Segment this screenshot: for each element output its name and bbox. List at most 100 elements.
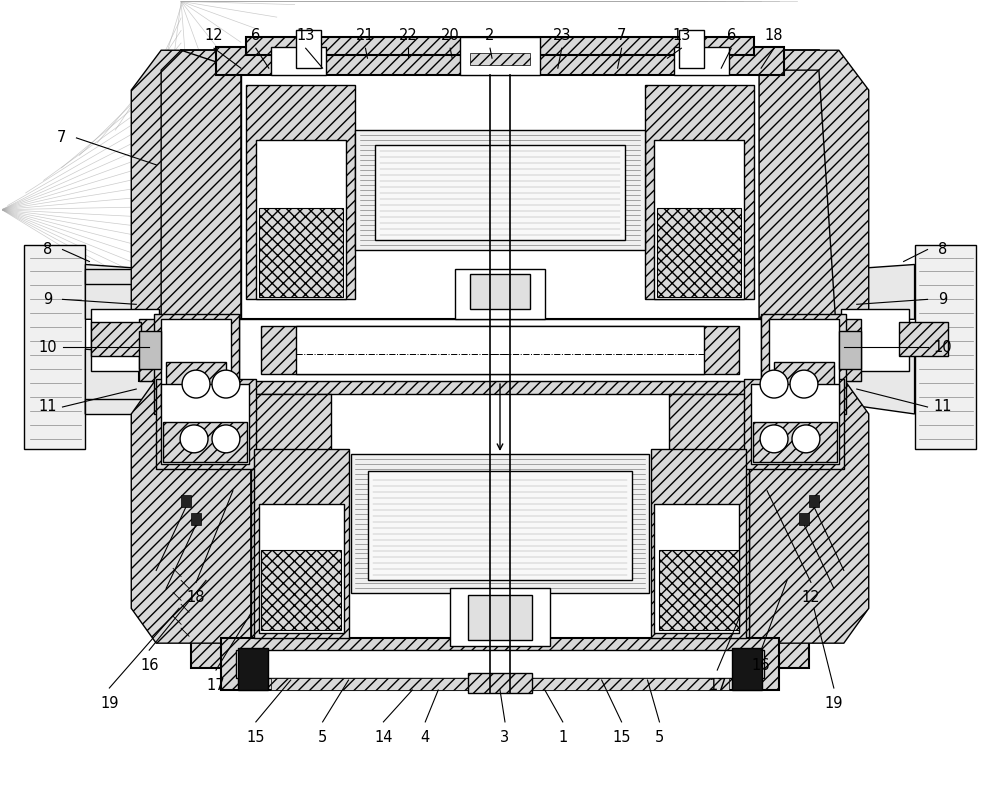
Polygon shape <box>844 349 915 414</box>
Bar <box>375 145 625 239</box>
Bar <box>271 678 729 690</box>
Text: 17: 17 <box>708 678 727 693</box>
Bar <box>24 244 85 449</box>
Bar <box>154 315 239 414</box>
Bar <box>261 550 341 630</box>
Bar <box>181 494 191 506</box>
Bar <box>761 315 846 414</box>
Text: 22: 22 <box>399 28 418 43</box>
Bar <box>761 320 861 381</box>
Bar <box>455 269 545 320</box>
Bar <box>166 362 226 407</box>
Bar <box>156 379 256 468</box>
Bar <box>841 309 909 371</box>
Bar <box>732 648 762 690</box>
Polygon shape <box>131 379 251 643</box>
Polygon shape <box>759 70 839 369</box>
Bar <box>139 320 239 381</box>
Text: 11: 11 <box>38 400 57 414</box>
Bar <box>236 650 764 678</box>
Bar <box>659 550 739 630</box>
Circle shape <box>182 371 210 398</box>
Circle shape <box>212 425 240 453</box>
Bar <box>191 369 809 668</box>
Bar <box>799 513 809 524</box>
Text: 18: 18 <box>187 591 205 605</box>
Text: 3: 3 <box>500 730 510 745</box>
Polygon shape <box>85 269 156 285</box>
Bar <box>161 320 231 409</box>
Text: 12: 12 <box>802 591 820 605</box>
Bar <box>657 208 741 298</box>
Text: 13: 13 <box>672 28 691 43</box>
Bar <box>654 140 744 299</box>
Text: 9: 9 <box>43 292 52 307</box>
Bar <box>241 70 759 320</box>
Polygon shape <box>85 399 156 414</box>
Text: 8: 8 <box>938 242 947 257</box>
Text: 20: 20 <box>441 28 460 43</box>
Bar <box>261 326 739 374</box>
Text: 5: 5 <box>318 730 327 745</box>
Bar <box>669 394 749 643</box>
Bar <box>450 588 550 646</box>
Text: 14: 14 <box>374 730 393 745</box>
Text: 19: 19 <box>825 696 843 711</box>
Bar <box>899 322 948 356</box>
Bar <box>238 648 268 690</box>
Bar <box>468 595 532 640</box>
Bar <box>645 85 754 299</box>
Bar <box>753 422 837 462</box>
Bar <box>355 130 645 249</box>
Circle shape <box>760 371 788 398</box>
Bar <box>679 30 704 68</box>
Bar <box>460 37 540 75</box>
Text: 6: 6 <box>251 28 260 43</box>
Bar <box>368 471 632 580</box>
Bar <box>259 504 344 633</box>
Text: 2: 2 <box>485 28 495 43</box>
Bar <box>91 309 159 371</box>
Bar <box>351 454 649 593</box>
Bar <box>91 322 141 356</box>
Polygon shape <box>161 50 839 369</box>
Bar <box>915 244 976 449</box>
Bar <box>139 320 861 381</box>
Bar <box>769 320 839 409</box>
Text: 15: 15 <box>612 730 631 745</box>
Polygon shape <box>161 50 241 369</box>
Text: 10: 10 <box>933 340 952 354</box>
Text: 11: 11 <box>933 400 952 414</box>
Circle shape <box>792 425 820 453</box>
Bar <box>163 422 247 462</box>
Text: 10: 10 <box>38 340 57 354</box>
Text: 16: 16 <box>140 659 158 673</box>
Bar <box>251 394 749 643</box>
Text: 19: 19 <box>100 696 119 711</box>
Bar <box>246 37 754 55</box>
Bar <box>809 494 819 506</box>
Text: 17: 17 <box>207 678 225 693</box>
Bar <box>191 513 201 524</box>
Text: 1: 1 <box>558 730 567 745</box>
Bar <box>839 331 861 369</box>
Text: 23: 23 <box>553 28 571 43</box>
Text: 6: 6 <box>727 28 736 43</box>
Text: 18: 18 <box>765 28 783 43</box>
Bar <box>296 326 704 374</box>
Bar <box>470 53 530 66</box>
Text: 4: 4 <box>421 730 430 745</box>
Bar <box>254 449 349 638</box>
Bar <box>271 47 326 75</box>
Bar <box>259 208 343 298</box>
Bar <box>221 638 779 690</box>
Bar <box>296 30 321 68</box>
Text: 5: 5 <box>655 730 664 745</box>
Bar <box>161 384 249 464</box>
Bar <box>216 47 784 75</box>
Bar <box>674 47 729 75</box>
Text: 7: 7 <box>617 28 626 43</box>
Bar <box>236 320 764 381</box>
Text: 13: 13 <box>296 28 315 43</box>
Bar <box>251 394 331 643</box>
